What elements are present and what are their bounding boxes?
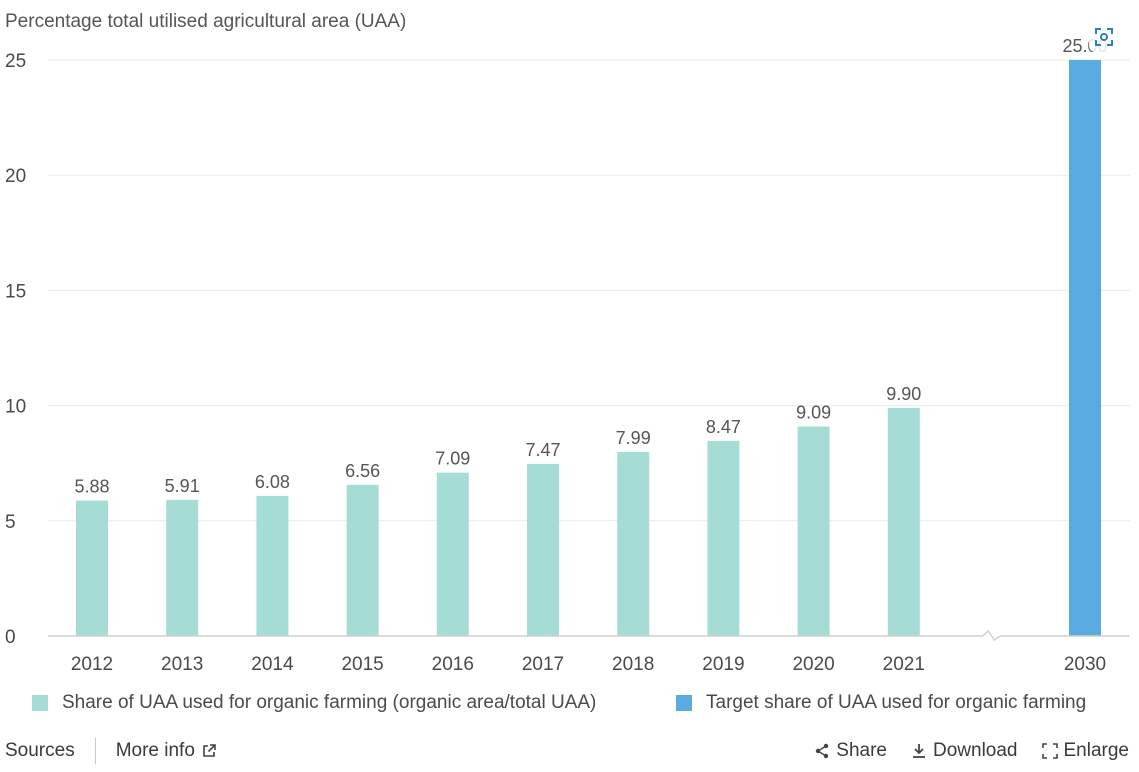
data-label-2014: 6.08: [255, 472, 290, 492]
y-tick-label: 10: [5, 397, 26, 418]
y-axis-label: Percentage total utilised agricultural a…: [5, 11, 406, 32]
more-info-link[interactable]: More info: [116, 740, 217, 762]
x-tick-label: 2030: [1064, 654, 1106, 675]
bar-2016[interactable]: [436, 472, 469, 636]
legend-item-target[interactable]: Target share of UAA used for organic far…: [676, 692, 1086, 714]
bar-2020[interactable]: [797, 426, 830, 636]
enlarge-icon: [1041, 743, 1058, 759]
download-label: Download: [933, 740, 1018, 761]
x-axis-line: [48, 629, 1130, 641]
footer-divider: [94, 738, 96, 764]
bar-2015[interactable]: [346, 484, 379, 636]
enlarge-label: Enlarge: [1063, 740, 1130, 761]
y-tick-label: 25: [5, 51, 26, 72]
y-tick-label: 15: [5, 281, 26, 302]
data-label-2018: 7.99: [616, 428, 651, 448]
x-tick-label: 2021: [883, 654, 925, 675]
focus-icon: [1095, 28, 1113, 46]
x-tick-label: 2014: [251, 654, 294, 675]
x-tick-label: 2015: [341, 654, 383, 675]
x-axis-ticks: 2012 2013 2014 2015 2016 2017 2018 2019 2020 2021…: [71, 654, 1106, 675]
legend-item-share[interactable]: Share of UAA used for organic farming (o…: [32, 692, 596, 714]
y-tick-label: 0: [5, 627, 16, 648]
data-labels: 5.88 5.91 6.08 6.56 7.09 7.47 7.99 8.47 9.09 9.90…: [74, 36, 1107, 497]
x-tick-label: 2019: [702, 654, 744, 675]
data-label-2015: 6.56: [345, 461, 380, 481]
chart-footer: Sources More info Share Download: [0, 738, 1139, 766]
bar-2018[interactable]: [617, 451, 650, 636]
share-icon: [816, 743, 829, 759]
grid-lines: [48, 59, 1130, 522]
data-label-2021: 9.90: [886, 384, 921, 404]
bar-2019[interactable]: [707, 440, 740, 636]
bar-2014[interactable]: [256, 495, 289, 636]
data-label-2019: 8.47: [706, 417, 741, 437]
x-tick-label: 2016: [432, 654, 474, 675]
bar-2012[interactable]: [76, 500, 108, 636]
legend-label: Share of UAA used for organic farming (o…: [62, 692, 597, 713]
bar-2013[interactable]: [166, 499, 199, 636]
data-label-2012: 5.88: [74, 477, 109, 497]
bar-2017[interactable]: [527, 463, 559, 636]
enlarge-button[interactable]: Enlarge: [1041, 740, 1130, 762]
legend-label: Target share of UAA used for organic far…: [706, 692, 1087, 713]
download-icon: [913, 744, 925, 758]
y-tick-label: 5: [5, 512, 16, 533]
share-button[interactable]: Share: [814, 740, 887, 762]
share-label: Share: [836, 740, 887, 761]
sources-button[interactable]: Sources: [5, 740, 75, 761]
data-label-2017: 7.47: [525, 440, 560, 460]
external-link-icon: [203, 744, 216, 757]
x-tick-label: 2013: [161, 654, 203, 675]
bars: [76, 60, 1101, 636]
chart-area: 0 5 10 15 20 25 5.88 5.91 6.08 6.56 7.09 7.47 7.99 8…: [5, 11, 1130, 675]
x-tick-label: 2018: [612, 654, 654, 675]
legend-swatch: [676, 695, 692, 711]
x-axis: [48, 629, 1130, 641]
x-tick-label: 2017: [522, 654, 564, 675]
bar-2030[interactable]: [1069, 60, 1101, 636]
data-label-2020: 9.09: [796, 403, 831, 423]
bar-chart: 0 5 10 15 20 25 5.88 5.91 6.08 6.56 7.09 7.47 7.99 8…: [5, 11, 1130, 675]
focus-button[interactable]: [1089, 22, 1119, 52]
data-label-2016: 7.09: [435, 449, 470, 469]
bar-2021[interactable]: [887, 407, 920, 636]
data-label-2013: 5.91: [165, 476, 200, 496]
legend-swatch: [32, 695, 48, 711]
more-info-label: More info: [115, 740, 195, 761]
y-tick-label: 20: [5, 166, 26, 187]
legend: Share of UAA used for organic farming (o…: [0, 692, 1139, 718]
x-tick-label: 2012: [71, 654, 113, 675]
y-axis-ticks: 0 5 10 15 20 25: [5, 51, 26, 648]
x-tick-label: 2020: [792, 654, 834, 675]
download-button[interactable]: Download: [911, 740, 1018, 762]
